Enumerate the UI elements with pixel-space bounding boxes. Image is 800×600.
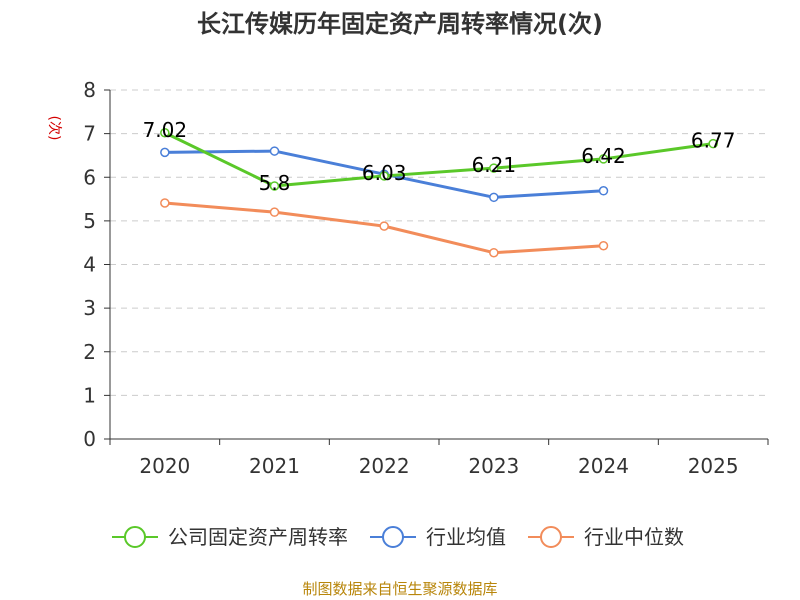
data-point[interactable] <box>269 181 280 191</box>
legend-marker <box>382 526 404 548</box>
data-point[interactable] <box>598 240 609 251</box>
y-tick-label: 6 <box>83 165 96 189</box>
data-label: 7.02 <box>143 118 188 142</box>
data-point[interactable] <box>489 163 499 173</box>
data-point[interactable] <box>160 198 170 208</box>
data-point[interactable] <box>269 146 280 156</box>
axes: 0 1 2 3 4 5 6 7 8 2020 2021 2022 2023 2024 2025 <box>83 78 769 478</box>
data-label: 6.03 <box>362 161 407 185</box>
data-point[interactable] <box>489 247 499 258</box>
data-point[interactable] <box>269 207 280 217</box>
y-tick-label: 5 <box>83 209 96 233</box>
legend-label[interactable]: 公司固定资产周转率 <box>168 525 348 549</box>
legend-label[interactable]: 行业均值 <box>426 525 506 549</box>
x-tick-label: 2022 <box>359 454 410 478</box>
data-point[interactable] <box>708 138 718 149</box>
data-point[interactable] <box>489 192 499 203</box>
legend-marker <box>124 526 146 548</box>
y-tick-label: 1 <box>83 383 96 407</box>
y-tick-label: 2 <box>83 340 96 364</box>
data-point[interactable] <box>160 147 170 158</box>
data-label: 6.77 <box>691 129 736 153</box>
y-tick-label: 4 <box>83 253 96 277</box>
legend-marker <box>540 526 562 548</box>
y-tick-label: 0 <box>83 427 96 451</box>
data-point[interactable] <box>160 128 170 138</box>
data-label: 6.21 <box>472 153 517 177</box>
data-point[interactable] <box>379 221 389 231</box>
series-line <box>164 131 714 188</box>
data-point[interactable] <box>598 154 609 164</box>
y-tick-label: 7 <box>83 122 96 146</box>
legend-label[interactable]: 行业中位数 <box>584 525 684 549</box>
data-labels: 7.02 5.8 6.03 6.21 6.42 6.77 <box>143 118 736 195</box>
series-layer <box>160 128 718 258</box>
data-label: 5.8 <box>259 171 291 195</box>
data-point[interactable] <box>379 171 389 181</box>
chart-title: 长江传媒历年固定资产周转率情况(次) <box>197 10 603 38</box>
legend: 公司固定资产周转率 行业均值 行业中位数 <box>112 525 684 549</box>
source-note: 制图数据来自恒生聚源数据库 <box>302 580 497 598</box>
grid <box>110 89 768 396</box>
data-label: 6.42 <box>581 144 626 168</box>
x-tick-label: 2023 <box>468 454 519 478</box>
x-tick-label: 2021 <box>249 454 300 478</box>
y-axis-label: (次) <box>46 116 62 141</box>
y-tick-label: 3 <box>83 296 96 320</box>
x-tick-label: 2025 <box>688 454 739 478</box>
x-tick-label: 2020 <box>139 454 190 478</box>
y-tick-label: 8 <box>83 78 96 102</box>
data-point[interactable] <box>598 186 609 196</box>
x-tick-label: 2024 <box>578 454 629 478</box>
